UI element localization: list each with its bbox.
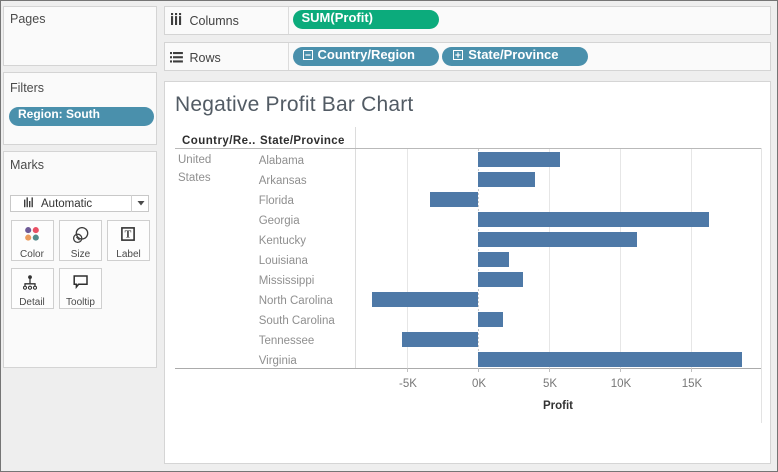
svg-text:T: T — [125, 230, 132, 241]
